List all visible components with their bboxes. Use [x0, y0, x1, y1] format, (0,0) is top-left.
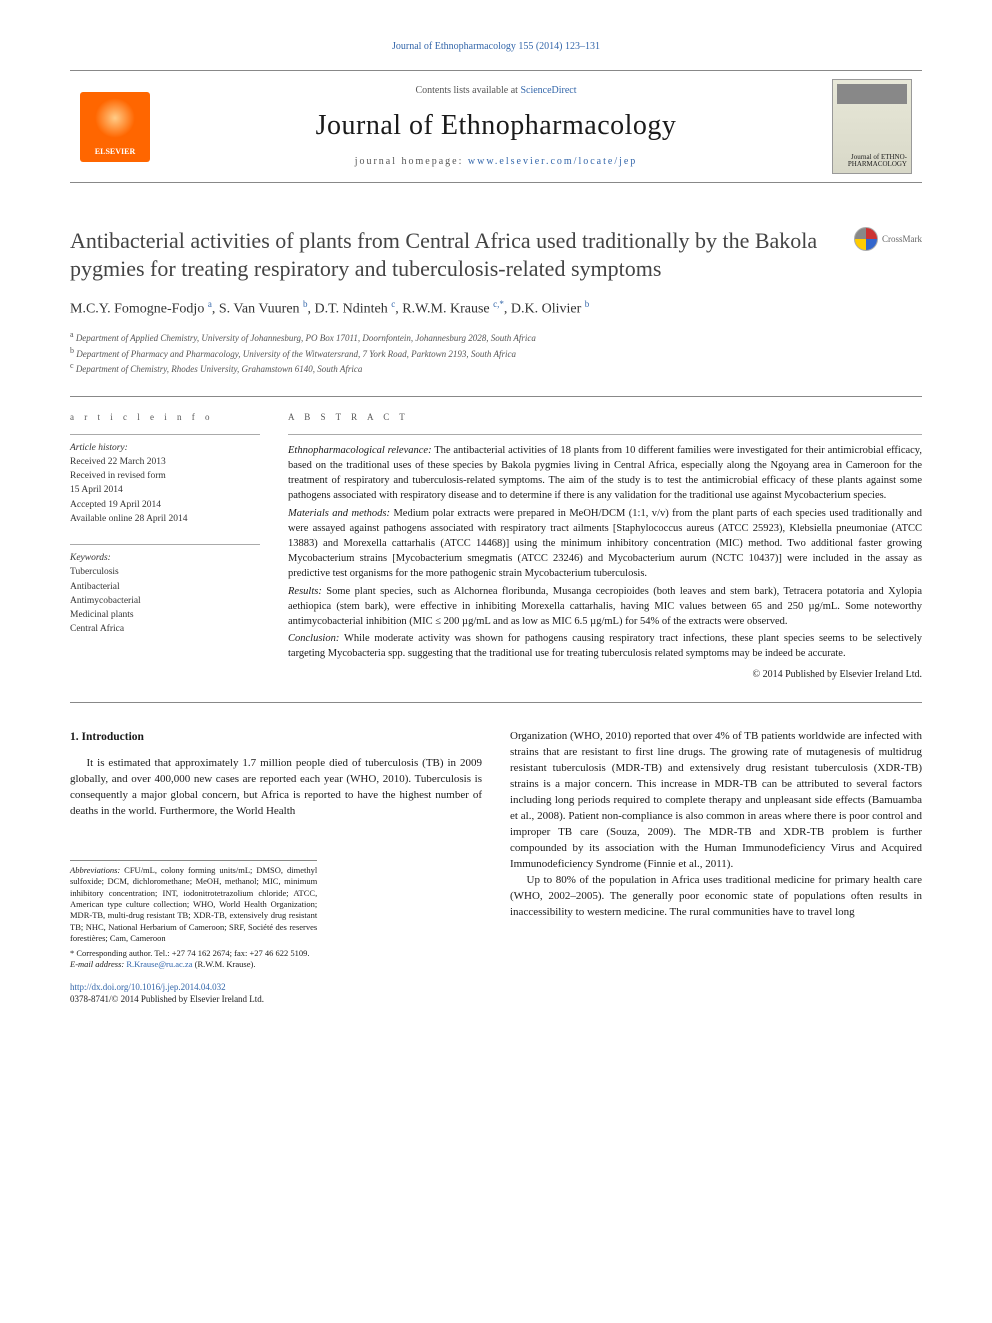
- intro-heading: 1. Introduction: [70, 729, 482, 746]
- divider: [70, 702, 922, 703]
- intro-paragraph: Organization (WHO, 2010) reported that o…: [510, 729, 922, 872]
- authors-line: M.C.Y. Fomogne-Fodjo a, S. Van Vuuren b,…: [70, 298, 922, 319]
- top-citation[interactable]: Journal of Ethnopharmacology 155 (2014) …: [70, 40, 922, 54]
- abstract-body: Ethnopharmacological relevance: The anti…: [288, 434, 922, 683]
- article-history: Article history: Received 22 March 2013 …: [70, 434, 260, 527]
- email-link[interactable]: R.Krause@ru.ac.za: [126, 959, 192, 969]
- sciencedirect-link[interactable]: ScienceDirect: [520, 85, 576, 96]
- elsevier-logo-icon[interactable]: ELSEVIER: [80, 92, 150, 162]
- crossmark-badge[interactable]: CrossMark: [854, 227, 922, 251]
- article-title: Antibacterial activities of plants from …: [70, 227, 834, 282]
- intro-paragraph: It is estimated that approximately 1.7 m…: [70, 756, 482, 820]
- keywords-block: Keywords: Tuberculosis Antibacterial Ant…: [70, 544, 260, 637]
- doi-link[interactable]: http://dx.doi.org/10.1016/j.jep.2014.04.…: [70, 981, 482, 994]
- homepage-link[interactable]: www.elsevier.com/locate/jep: [468, 156, 637, 167]
- abstract-head: A B S T R A C T: [288, 411, 922, 424]
- journal-header: ELSEVIER Contents lists available at Sci…: [70, 70, 922, 183]
- journal-cover-block: Journal of ETHNO-PHARMACOLOGY: [832, 79, 922, 174]
- footnotes: Abbreviations: CFU/mL, colony forming un…: [70, 860, 317, 971]
- contents-available: Contents lists available at ScienceDirec…: [160, 84, 832, 98]
- divider: [70, 396, 922, 397]
- intro-paragraph: Up to 80% of the population in Africa us…: [510, 873, 922, 921]
- article-info-head: a r t i c l e i n f o: [70, 411, 260, 424]
- abstract-copyright: © 2014 Published by Elsevier Ireland Ltd…: [288, 668, 922, 683]
- journal-homepage: journal homepage: www.elsevier.com/locat…: [160, 155, 832, 169]
- doi-block: http://dx.doi.org/10.1016/j.jep.2014.04.…: [70, 981, 482, 1006]
- journal-cover-icon[interactable]: Journal of ETHNO-PHARMACOLOGY: [832, 79, 912, 174]
- publisher-logo-block: ELSEVIER: [70, 92, 160, 162]
- journal-name: Journal of Ethnopharmacology: [160, 106, 832, 145]
- crossmark-icon: [854, 227, 878, 251]
- affiliations: a Department of Applied Chemistry, Unive…: [70, 329, 922, 376]
